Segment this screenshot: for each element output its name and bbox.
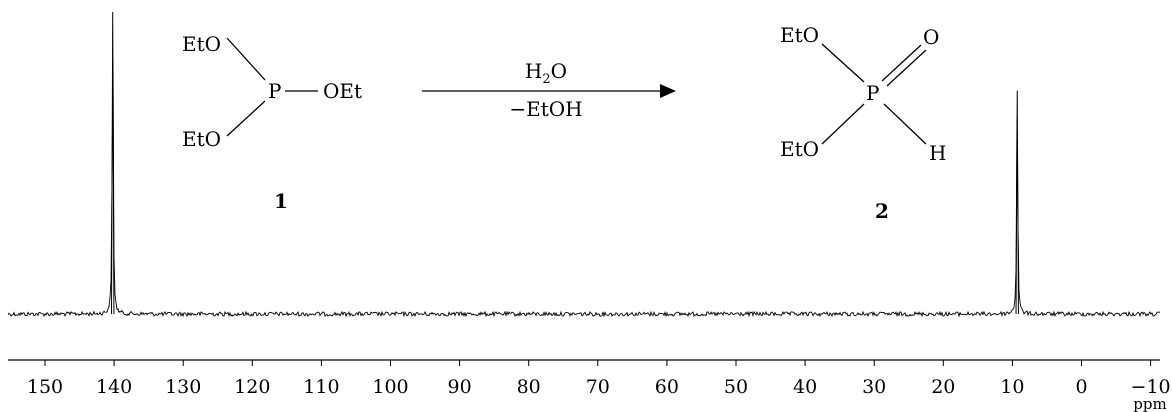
x-tick-label: 140 [96,376,132,398]
x-tick-label: 80 [517,376,541,398]
c2-eto-bottom: EtO [780,137,819,161]
x-tick-label: 0 [1075,376,1087,398]
x-tick-label: 100 [372,376,408,398]
compound-2-label: 2 [875,199,889,223]
compound-1: EtO P OEt EtO 1 [182,32,362,213]
c2-hydrogen: H [929,141,946,165]
x-axis-ticks: 150 140 130 120 110 100 90 80 70 60 50 40 30 20 10 0 −10 [27,360,1171,398]
x-tick-label: 50 [724,376,748,398]
c2-eto-top: EtO [780,23,819,47]
reaction-arrow: H2O −EtOH [422,59,676,121]
x-tick-label: 20 [931,376,955,398]
x-axis-unit-label: ppm [1133,395,1166,412]
spectrum-trace [7,62,1160,318]
x-tick-label: 150 [27,376,63,398]
arrow-reagent-above: H2O [525,59,567,87]
x-tick-label: 10 [1000,376,1024,398]
c1-eto-bottom: EtO [182,127,221,151]
x-tick-label: 130 [165,376,201,398]
c2-double-bond-b [886,49,927,87]
c2-oxygen: O [923,25,939,49]
x-tick-label: 90 [448,376,472,398]
spectrum-layer [7,11,1160,318]
x-tick-label: −10 [1131,376,1171,398]
x-tick-label: 120 [234,376,270,398]
x-tick-label: 40 [793,376,817,398]
arrow-reagent-below: −EtOH [509,97,582,121]
arrow-head [660,84,676,98]
c2-bond-h [883,103,927,145]
c2-double-bond-a [881,44,922,82]
c1-bond-bottom [226,100,266,137]
peak-1 [111,11,115,315]
compound-1-label: 1 [274,189,288,213]
x-tick-label: 70 [586,376,610,398]
c1-bond-top [226,37,266,81]
x-tick-label: 30 [862,376,886,398]
peak-2 [1015,90,1019,315]
reagent-sub-2: 2 [542,72,550,87]
c1-phosphorus: P [268,79,281,103]
c1-oet: OEt [323,79,362,103]
c2-bond-top-left [821,43,865,83]
compound-2: EtO O P EtO H 2 [780,23,946,223]
x-tick-label: 110 [303,376,339,398]
reagent-h: H [525,59,542,83]
reagent-o: O [551,59,567,83]
c2-phosphorus: P [866,81,879,105]
c1-eto-top: EtO [182,32,221,56]
x-tick-label: 60 [655,376,679,398]
c2-bond-bottom-left [821,103,865,145]
